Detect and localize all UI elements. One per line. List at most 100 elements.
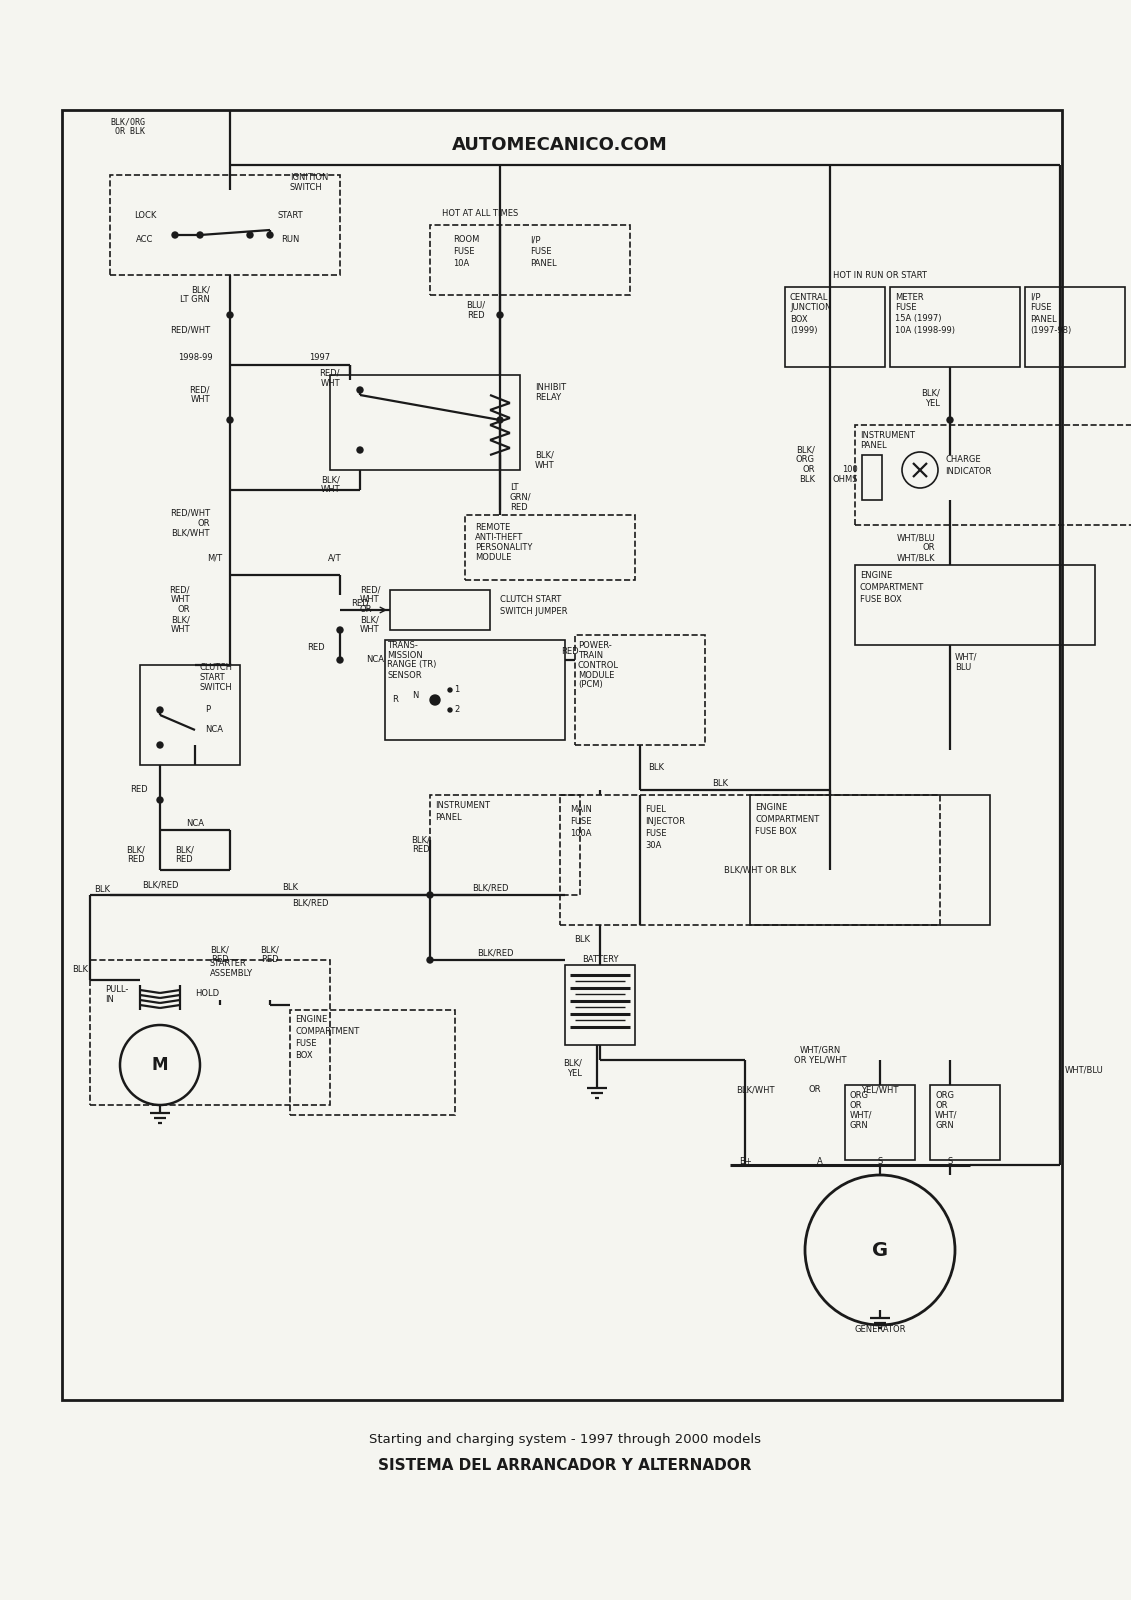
Text: A/T: A/T [328, 554, 342, 563]
Bar [855, 426, 1131, 525]
Text: RED: RED [261, 955, 279, 965]
Text: RED: RED [308, 643, 325, 653]
Circle shape [337, 658, 343, 662]
Text: NCA: NCA [366, 656, 385, 664]
Text: BLK: BLK [72, 965, 88, 974]
Text: JUNCTION: JUNCTION [789, 304, 831, 312]
Text: BLK: BLK [94, 885, 110, 894]
Text: WHT: WHT [320, 379, 340, 387]
Text: MAIN: MAIN [570, 805, 592, 814]
Text: HOT IN RUN OR START: HOT IN RUN OR START [834, 270, 927, 280]
Text: Starting and charging system - 1997 through 2000 models: Starting and charging system - 1997 thro… [369, 1434, 761, 1446]
Text: LT GRN: LT GRN [180, 296, 210, 304]
Text: BLK/RED: BLK/RED [472, 883, 508, 893]
Text: OR: OR [178, 605, 190, 614]
Text: REMOTE: REMOTE [475, 523, 510, 531]
Text: ORG: ORG [851, 1091, 869, 1099]
Text: CLUTCH START: CLUTCH START [500, 595, 561, 605]
Bar [930, 1085, 1000, 1160]
Text: SWITCH: SWITCH [200, 683, 233, 693]
Text: RED: RED [211, 955, 228, 965]
Text: WHT: WHT [190, 395, 210, 405]
Text: WHT/BLU: WHT/BLU [1065, 1066, 1104, 1075]
Text: BOX: BOX [789, 315, 808, 323]
Text: HOT AT ALL TIMES: HOT AT ALL TIMES [442, 208, 518, 218]
Text: ORG: ORG [935, 1091, 955, 1099]
Text: TRANS-: TRANS- [387, 640, 417, 650]
Text: RANGE (TR): RANGE (TR) [387, 661, 437, 669]
Text: BLK/: BLK/ [191, 285, 210, 294]
Text: INDICATOR: INDICATOR [946, 467, 992, 477]
Bar [110, 174, 340, 275]
Circle shape [428, 893, 433, 898]
Text: BLK: BLK [282, 883, 297, 893]
Text: FUSE: FUSE [295, 1040, 317, 1048]
Text: BOX: BOX [295, 1051, 312, 1061]
Text: BLK/RED: BLK/RED [292, 899, 328, 907]
Text: 1: 1 [455, 685, 459, 694]
Text: OR YEL/WHT: OR YEL/WHT [794, 1056, 846, 1064]
Text: IGNITION: IGNITION [290, 173, 328, 181]
Text: BLK/WHT: BLK/WHT [736, 1085, 775, 1094]
Text: WHT/BLK: WHT/BLK [897, 554, 935, 563]
Text: A: A [817, 1157, 823, 1166]
Circle shape [448, 688, 452, 691]
Text: BLK/: BLK/ [412, 835, 430, 845]
Text: WHT: WHT [360, 595, 380, 605]
Text: BATTERY: BATTERY [581, 955, 619, 965]
Text: COMPARTMENT: COMPARTMENT [295, 1027, 360, 1037]
Text: PANEL: PANEL [435, 813, 461, 821]
Bar [90, 960, 330, 1106]
Text: ORG: ORG [796, 456, 815, 464]
Text: MODULE: MODULE [578, 670, 614, 680]
Text: PANEL: PANEL [860, 440, 887, 450]
Bar [845, 1085, 915, 1160]
Text: D: D [432, 696, 438, 704]
Text: STARTER: STARTER [210, 958, 247, 968]
Text: BLK/ORG: BLK/ORG [110, 117, 145, 126]
Text: I/P: I/P [1030, 293, 1041, 301]
Circle shape [337, 627, 343, 634]
Text: FUSE BOX: FUSE BOX [756, 827, 796, 837]
Text: METER: METER [895, 293, 924, 301]
Text: (1999): (1999) [789, 325, 818, 334]
Text: YEL: YEL [567, 1069, 582, 1077]
Text: WHT/: WHT/ [851, 1110, 872, 1120]
Text: SISTEMA DEL ARRANCADOR Y ALTERNADOR: SISTEMA DEL ARRANCADOR Y ALTERNADOR [378, 1458, 752, 1472]
Text: RED/WHT: RED/WHT [170, 325, 210, 334]
Text: N: N [412, 691, 418, 699]
Circle shape [267, 232, 273, 238]
Text: OR: OR [851, 1101, 863, 1109]
Text: RED: RED [561, 648, 579, 656]
Text: IN: IN [105, 995, 114, 1005]
Text: WHT/: WHT/ [935, 1110, 958, 1120]
Text: WHT: WHT [360, 626, 380, 635]
Text: CENTRAL: CENTRAL [789, 293, 828, 301]
Text: RED: RED [175, 856, 192, 864]
Text: BLK/RED: BLK/RED [141, 880, 179, 890]
Text: SWITCH: SWITCH [290, 182, 322, 192]
Text: PANEL: PANEL [1030, 315, 1056, 323]
Text: WHT/BLU: WHT/BLU [896, 533, 935, 542]
Bar [855, 565, 1095, 645]
Text: BLK/: BLK/ [171, 616, 190, 624]
Text: B+: B+ [739, 1157, 751, 1166]
Circle shape [430, 694, 440, 706]
Text: (1997-98): (1997-98) [1030, 325, 1071, 334]
Text: BLK/: BLK/ [321, 475, 340, 485]
Text: RED/: RED/ [319, 368, 340, 378]
Circle shape [157, 742, 163, 749]
Text: RED/: RED/ [360, 586, 380, 595]
Circle shape [357, 446, 363, 453]
Text: RED: RED [413, 845, 430, 854]
Text: CHARGE: CHARGE [946, 456, 981, 464]
Text: BLK: BLK [798, 475, 815, 485]
Text: G: G [872, 1240, 888, 1259]
Text: SWITCH JUMPER: SWITCH JUMPER [500, 608, 568, 616]
Text: M: M [152, 1056, 169, 1074]
Bar [785, 286, 884, 366]
Bar [330, 374, 520, 470]
Text: RELAY: RELAY [535, 394, 561, 403]
Text: BLK/: BLK/ [921, 389, 940, 397]
Circle shape [197, 232, 202, 238]
